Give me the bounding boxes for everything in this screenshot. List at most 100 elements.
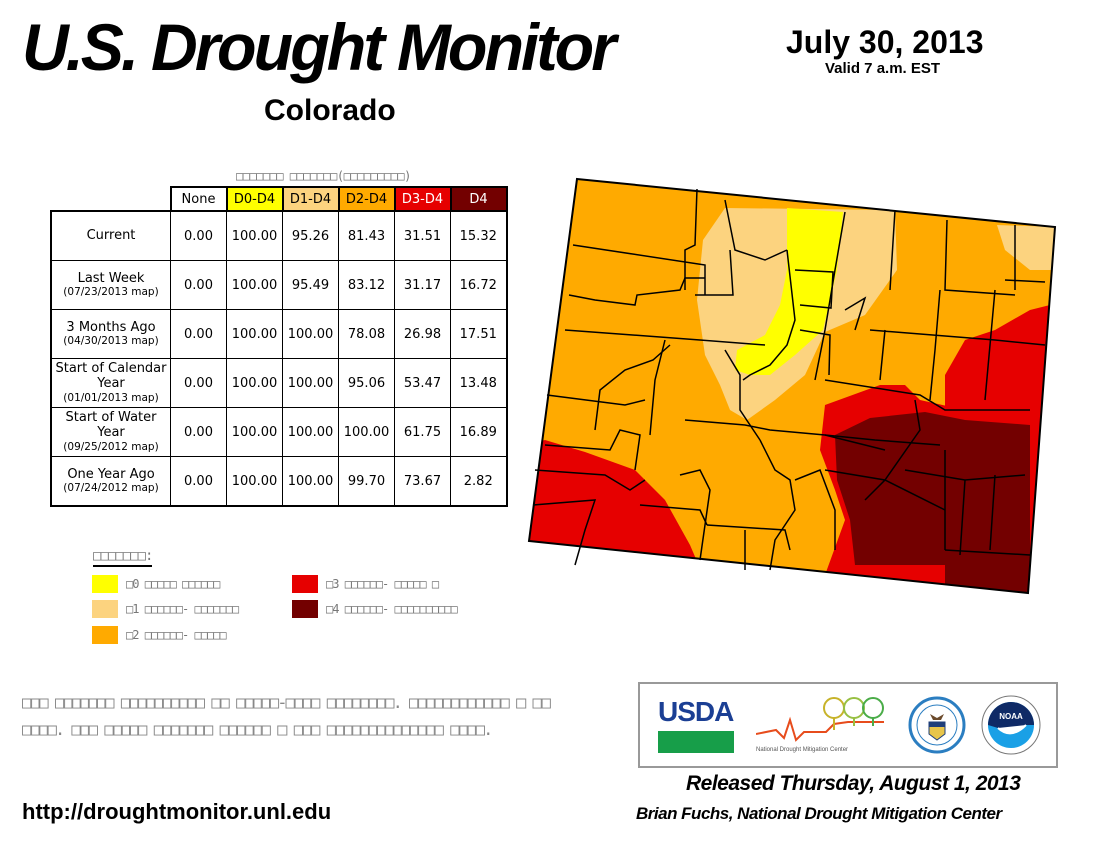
legend-text: □□□□□□- □□□□□□□ bbox=[144, 602, 239, 616]
cell-none: 0.00 bbox=[170, 456, 227, 507]
column-header-none: None bbox=[169, 186, 228, 212]
cell-none: 0.00 bbox=[170, 407, 227, 457]
column-header-d0-d4: D0-D4 bbox=[225, 186, 284, 212]
cell-d4: 16.89 bbox=[450, 407, 508, 457]
legend-text: □□□□□□- □□□□□ bbox=[144, 628, 227, 642]
cell-d3-d4: 26.98 bbox=[394, 309, 451, 359]
cell-d0-d4: 100.00 bbox=[226, 260, 283, 310]
row-label-text: Start of Calendar Year bbox=[55, 361, 167, 391]
cell-d0-d4: 100.00 bbox=[226, 309, 283, 359]
drought-conditions-table: None D0-D4 D1-D4 D2-D4 D3-D4 D4 Current … bbox=[50, 186, 508, 507]
state-border bbox=[527, 177, 1057, 595]
map-date: July 30, 2013 bbox=[786, 24, 984, 60]
ndmc-logo-text: National Drought Mitigation Center bbox=[756, 747, 849, 753]
cell-d2-d4: 83.12 bbox=[338, 260, 395, 310]
cell-d4: 2.82 bbox=[450, 456, 508, 507]
cell-d0-d4: 100.00 bbox=[226, 358, 283, 408]
ndmc-trees-icon bbox=[755, 697, 884, 742]
legend-code: □3 bbox=[326, 577, 339, 591]
cell-d2-d4: 99.70 bbox=[338, 456, 395, 507]
agency-logos: USDA National Drought Mitigation Center … bbox=[638, 682, 1058, 768]
table-row-current: Current 0.00 100.00 95.26 81.43 31.51 15… bbox=[50, 210, 508, 261]
header-blank bbox=[51, 187, 171, 212]
legend-item-d3: □3 □□□□□□- □□□□□ □ bbox=[292, 575, 439, 593]
cell-none: 0.00 bbox=[170, 358, 227, 408]
cell-d1-d4: 95.26 bbox=[282, 210, 339, 261]
legend-text: □□□□□□- □□□□□ □ bbox=[344, 577, 439, 591]
table-caption: □□□□□□□ □□□□□□□(□□□□□□□□□) bbox=[236, 169, 411, 183]
column-header-d4: D4 bbox=[449, 186, 508, 212]
cell-d2-d4: 81.43 bbox=[338, 210, 395, 261]
legend-code: □4 bbox=[326, 602, 339, 616]
legend-swatch-d1 bbox=[92, 600, 118, 618]
row-label-text: 3 Months Ago bbox=[66, 319, 156, 335]
cell-d4: 15.32 bbox=[450, 210, 508, 261]
release-date: Released Thursday, August 1, 2013 bbox=[686, 772, 1021, 795]
column-header-d3-d4: D3-D4 bbox=[393, 186, 452, 212]
table-row-3-months-ago: 3 Months Ago (04/30/2013 map) 0.00 100.00… bbox=[50, 309, 508, 359]
cell-d1-d4: 95.49 bbox=[282, 260, 339, 310]
cell-d0-d4: 100.00 bbox=[226, 407, 283, 457]
legend-code: □2 bbox=[126, 628, 139, 642]
cell-d3-d4: 61.75 bbox=[394, 407, 451, 457]
legend-swatch-d4 bbox=[292, 600, 318, 618]
author-credit: Brian Fuchs, National Drought Mitigation… bbox=[636, 804, 1002, 823]
row-label-text: Start of Water Year bbox=[65, 410, 157, 440]
usda-logo: USDA bbox=[658, 698, 734, 754]
row-label-text: One Year Ago bbox=[67, 466, 155, 482]
commerce-seal-icon bbox=[908, 696, 966, 754]
cell-d3-d4: 31.51 bbox=[394, 210, 451, 261]
cell-d4: 17.51 bbox=[450, 309, 508, 359]
website-link[interactable]: http://droughtmonitor.unl.edu bbox=[22, 799, 332, 824]
legend-title: □□□□□□□: bbox=[93, 548, 153, 567]
cell-d3-d4: 31.17 bbox=[394, 260, 451, 310]
county-boundaries bbox=[532, 188, 1046, 571]
cell-d1-d4: 100.00 bbox=[282, 456, 339, 507]
cell-d1-d4: 100.00 bbox=[282, 407, 339, 457]
table-header-row: None D0-D4 D1-D4 D2-D4 D3-D4 D4 bbox=[51, 186, 508, 212]
legend-text: □□□□□□- □□□□□□□□□□ bbox=[344, 602, 458, 616]
row-label-date: (09/25/2012 map) bbox=[63, 440, 159, 453]
cell-none: 0.00 bbox=[170, 309, 227, 359]
cell-d0-d4: 100.00 bbox=[226, 210, 283, 261]
cell-d4: 16.72 bbox=[450, 260, 508, 310]
cell-d3-d4: 53.47 bbox=[394, 358, 451, 408]
cell-d1-d4: 100.00 bbox=[282, 358, 339, 408]
column-header-d1-d4: D1-D4 bbox=[281, 186, 340, 212]
region-name: Colorado bbox=[264, 94, 396, 127]
page-title: U.S. Drought Monitor bbox=[22, 10, 616, 84]
row-label-date: (07/23/2013 map) bbox=[63, 286, 159, 299]
cell-d1-d4: 100.00 bbox=[282, 309, 339, 359]
noaa-logo-text: NOAA bbox=[999, 712, 1023, 721]
cell-d4: 13.48 bbox=[450, 358, 508, 408]
legend-code: □1 bbox=[126, 602, 139, 616]
cell-d2-d4: 100.00 bbox=[338, 407, 395, 457]
cell-d2-d4: 95.06 bbox=[338, 358, 395, 408]
d4-area bbox=[835, 412, 1030, 593]
legend-swatch-d0 bbox=[92, 575, 118, 593]
legend-item-d2: □2 □□□□□□- □□□□□ bbox=[92, 626, 227, 644]
row-label-date: (04/30/2013 map) bbox=[63, 335, 159, 348]
colorado-drought-map bbox=[527, 177, 1057, 595]
table-row-start-calendar-year: Start of Calendar Year (01/01/2013 map) 0… bbox=[50, 358, 508, 408]
usda-field-icon bbox=[658, 728, 734, 753]
row-label: Start of Calendar Year (01/01/2013 map) bbox=[50, 358, 171, 408]
legend-swatch-d3 bbox=[292, 575, 318, 593]
row-label-text: Last Week bbox=[77, 270, 145, 286]
legend-item-d0: □0 □□□□□ □□□□□□ bbox=[92, 575, 220, 593]
row-label-text: Current bbox=[86, 227, 136, 243]
noaa-logo-icon: NOAA bbox=[981, 695, 1041, 755]
legend-item-d1: □1 □□□□□□- □□□□□□□ bbox=[92, 600, 239, 618]
table-row-one-year-ago: One Year Ago (07/24/2012 map) 0.00 100.00… bbox=[50, 456, 508, 507]
usda-logo-text: USDA bbox=[658, 696, 734, 727]
legend-item-d4: □4 □□□□□□- □□□□□□□□□□ bbox=[292, 600, 458, 618]
row-label-date: (01/01/2013 map) bbox=[63, 391, 159, 404]
cell-d0-d4: 100.00 bbox=[226, 456, 283, 507]
cell-d2-d4: 78.08 bbox=[338, 309, 395, 359]
cell-none: 0.00 bbox=[170, 210, 227, 261]
row-label: One Year Ago (07/24/2012 map) bbox=[50, 456, 171, 507]
row-label: Current bbox=[50, 210, 171, 261]
table-row-start-water-year: Start of Water Year (09/25/2012 map) 0.00… bbox=[50, 407, 508, 457]
cell-none: 0.00 bbox=[170, 260, 227, 310]
row-label: Last Week (07/23/2013 map) bbox=[50, 260, 171, 310]
